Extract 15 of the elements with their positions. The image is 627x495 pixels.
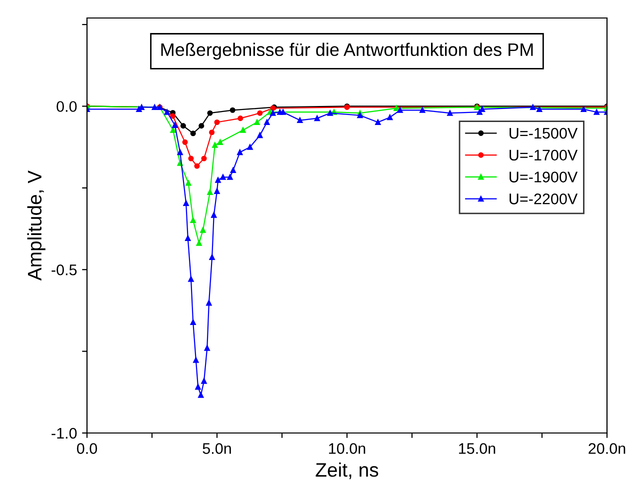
text: Meßergebnisse für die Antwortfunktion des PM: [161, 42, 533, 60]
x-tick-label: 20.0n: [588, 443, 626, 454]
legend-label: U=-2200V: [510, 194, 578, 204]
legend-label: U=-1700V: [510, 150, 578, 161]
y-axis-title: Amplitude, V: [27, 170, 46, 281]
legend-label: U=-1500V: [510, 128, 578, 139]
x-axis-title: Zeit, ns: [316, 462, 378, 480]
legend-label: U=-1900V: [510, 172, 578, 182]
x-tick-label: 5.0n: [202, 443, 231, 454]
y-tick-label: 0.0: [56, 101, 77, 112]
x-tick-label: 0.0: [76, 443, 98, 454]
y-tick-label: -0.5: [52, 264, 77, 276]
x-tick-label: 15.0n: [459, 443, 496, 454]
x-tick-label: 10.0n: [329, 443, 366, 454]
y-tick-label: -1.0: [52, 428, 77, 439]
